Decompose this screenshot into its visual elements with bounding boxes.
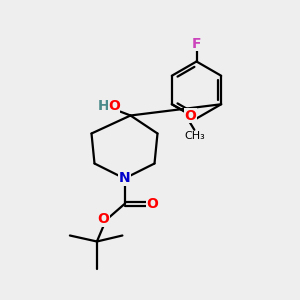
- Text: CH₃: CH₃: [184, 131, 205, 141]
- Text: O: O: [108, 100, 120, 113]
- Text: H: H: [98, 100, 109, 113]
- Text: O: O: [184, 109, 196, 123]
- Text: O: O: [97, 212, 109, 226]
- Text: N: N: [119, 172, 130, 185]
- Text: O: O: [146, 197, 158, 211]
- Text: F: F: [192, 37, 201, 50]
